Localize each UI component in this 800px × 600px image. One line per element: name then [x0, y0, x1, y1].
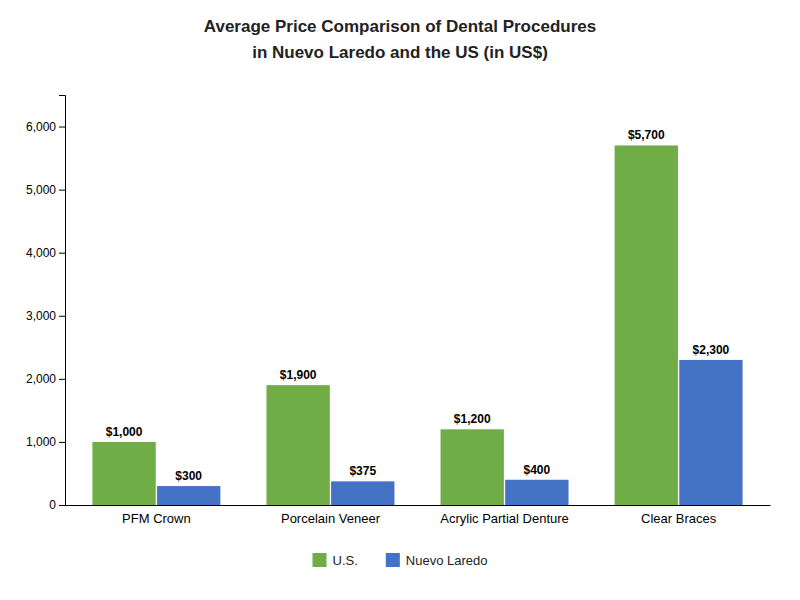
bar-series — [92, 145, 678, 505]
data-label: $375 — [349, 464, 376, 478]
x-tick: Porcelain Veneer — [281, 511, 381, 526]
data-label: $400 — [524, 463, 551, 477]
tick-label: 6,000 — [26, 120, 56, 134]
chart-container: Average Price Comparison of Dental Proce… — [0, 0, 800, 600]
legend: U.S. Nuevo Laredo — [313, 553, 488, 568]
tick-mark — [59, 253, 65, 254]
legend-label: Nuevo Laredo — [406, 553, 488, 568]
y-axis: 0 1,000 2,000 3,000 4,000 5,000 6,000 — [26, 96, 66, 513]
data-label: $1,000 — [106, 425, 143, 439]
chart-title: Average Price Comparison of Dental Proce… — [204, 17, 596, 36]
y-tick: 0 — [49, 498, 65, 512]
tick-label: 2,000 — [26, 372, 56, 386]
tick-label: Clear Braces — [641, 511, 717, 526]
axis-domain — [66, 505, 771, 506]
data-labels: $1,000 $1,900 $1,200 $5,700 $300 $375 $400 $2,3… — [106, 128, 730, 483]
tick-mark — [59, 379, 65, 380]
legend-swatch — [313, 553, 327, 567]
data-label: $5,700 — [628, 128, 665, 142]
tick-mark — [59, 190, 65, 191]
axis-domain — [59, 96, 66, 506]
y-tick: 3,000 — [26, 309, 65, 323]
bar — [679, 360, 742, 505]
bar — [157, 486, 220, 505]
bar — [441, 429, 504, 505]
legend-swatch — [386, 553, 400, 567]
bar — [92, 442, 155, 505]
data-label: $300 — [175, 469, 202, 483]
bar — [331, 481, 394, 505]
tick-mark — [59, 127, 65, 128]
tick-mark — [59, 442, 65, 443]
tick-label: 4,000 — [26, 246, 56, 260]
chart-subtitle: in Nuevo Laredo and the US (in US$) — [252, 43, 548, 62]
x-tick: PFM Crown — [122, 511, 191, 526]
legend-item: U.S. — [313, 553, 358, 568]
tick-label: Porcelain Veneer — [281, 511, 381, 526]
tick-label: 0 — [49, 498, 56, 512]
bar — [615, 145, 678, 505]
bar — [505, 480, 568, 505]
x-tick: Acrylic Partial Denture — [440, 511, 569, 526]
y-tick: 1,000 — [26, 435, 65, 449]
data-label: $1,900 — [280, 368, 317, 382]
y-tick: 5,000 — [26, 183, 65, 197]
tick-label: 1,000 — [26, 435, 56, 449]
tick-mark — [59, 316, 65, 317]
plot-area: $1,000 $1,900 $1,200 $5,700 $300 $375 $400 $2,3… — [26, 96, 771, 527]
tick-label: Acrylic Partial Denture — [440, 511, 569, 526]
data-label: $2,300 — [693, 343, 730, 357]
chart-svg: Average Price Comparison of Dental Proce… — [0, 0, 800, 600]
tick-label: PFM Crown — [122, 511, 191, 526]
tick-label: 5,000 — [26, 183, 56, 197]
bar — [266, 385, 329, 505]
x-axis: PFM Crown Porcelain Veneer Acrylic Partial… — [66, 506, 771, 527]
tick-label: 3,000 — [26, 309, 56, 323]
data-label: $1,200 — [454, 412, 491, 426]
tick-mark — [59, 505, 65, 506]
y-tick: 2,000 — [26, 372, 65, 386]
y-tick: 6,000 — [26, 120, 65, 134]
y-tick: 4,000 — [26, 246, 65, 260]
bars — [92, 145, 742, 505]
x-tick: Clear Braces — [641, 511, 717, 526]
legend-item: Nuevo Laredo — [386, 553, 488, 568]
bar-series — [157, 360, 743, 505]
legend-label: U.S. — [333, 553, 358, 568]
